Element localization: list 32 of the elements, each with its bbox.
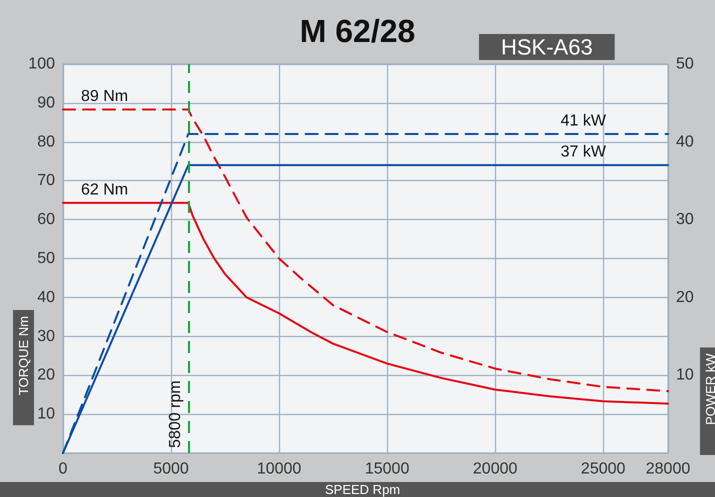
y2-tick-label: 10 — [676, 366, 694, 384]
y-tick-label: 100 — [28, 56, 56, 72]
y-tick-label: 20 — [37, 366, 56, 384]
series-label: 41 kW — [560, 112, 607, 130]
x-axis-title: SPEED Rpm — [325, 482, 400, 497]
y-tick-label: 90 — [37, 94, 56, 112]
x-tick-label: 15000 — [364, 460, 410, 478]
x-tick-label: 0 — [58, 460, 68, 478]
x-tick-label: 10000 — [256, 460, 302, 478]
y2-tick-label: 20 — [676, 288, 694, 306]
series-label: 89 Nm — [81, 88, 128, 106]
y-tick-label: 80 — [37, 133, 56, 150]
y-tick-label: 40 — [37, 288, 56, 306]
y-tick-label: 70 — [37, 172, 56, 190]
y-axis-title: TORQUE Nm — [16, 316, 31, 396]
ref-line-label: 5800 rpm — [166, 380, 184, 448]
chart-subtitle: HSK-A63 — [501, 34, 593, 60]
y2-tick-label: 50 — [676, 56, 694, 72]
x-tick-label: 25000 — [580, 460, 626, 478]
y-tick-label: 10 — [37, 406, 56, 423]
series-label: 37 kW — [560, 144, 607, 161]
x-tick-label: 20000 — [472, 460, 518, 478]
y-tick-label: 60 — [37, 211, 56, 228]
y-tick-label: 50 — [37, 250, 56, 267]
y2-axis-title: POWER kW — [703, 352, 715, 425]
y2-tick-label: 40 — [676, 133, 694, 150]
x-tick-label: 5000 — [153, 460, 189, 478]
y-tick-label: 30 — [37, 328, 56, 345]
x-tick-label: 28000 — [646, 460, 690, 478]
chart-title: M 62/28 — [300, 13, 416, 49]
y2-tick-label: 30 — [676, 211, 694, 228]
series-label: 62 Nm — [81, 181, 128, 198]
